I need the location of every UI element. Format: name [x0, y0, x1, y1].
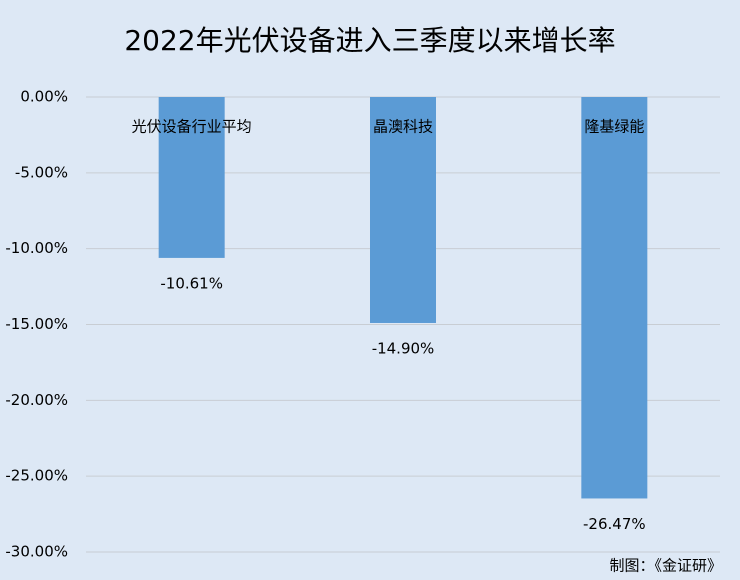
category-label: 光伏设备行业平均 — [132, 118, 252, 136]
source-note: 制图：《金证研》 — [609, 557, 722, 575]
value-label: -10.61% — [160, 274, 223, 292]
bar — [158, 97, 225, 258]
category-label: 晶澳科技 — [373, 118, 433, 136]
y-tick-label: 0.00% — [20, 88, 68, 106]
y-tick-label: -5.00% — [15, 163, 68, 181]
chart-title: 2022年光伏设备进入三季度以来增长率 — [124, 24, 615, 57]
y-tick-label: -15.00% — [5, 315, 68, 333]
value-label: -26.47% — [583, 515, 646, 533]
y-tick-label: -20.00% — [5, 391, 68, 409]
y-tick-label: -10.00% — [5, 239, 68, 257]
value-label: -14.90% — [372, 339, 435, 357]
bar — [370, 97, 436, 323]
y-tick-label: -30.00% — [5, 543, 68, 561]
y-tick-label: -25.00% — [5, 467, 68, 485]
bar — [581, 97, 648, 499]
category-label: 隆基绿能 — [584, 118, 644, 136]
